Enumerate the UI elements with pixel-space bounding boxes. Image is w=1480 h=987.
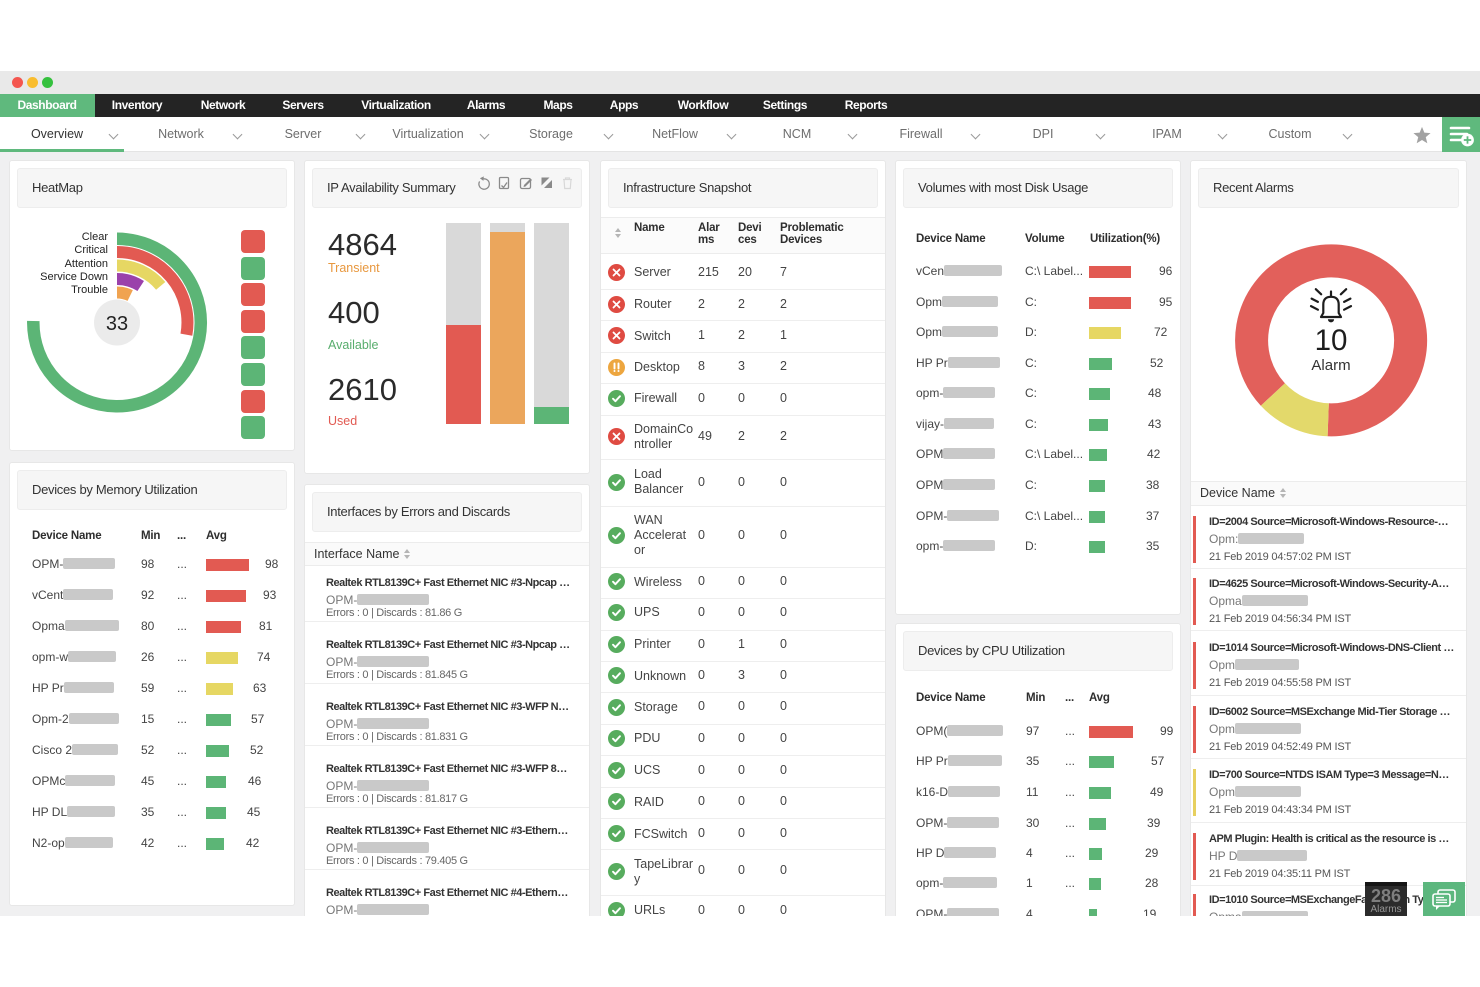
svg-text:10: 10 <box>1315 324 1348 357</box>
svg-text:33: 33 <box>106 313 128 335</box>
svg-text:Alarm: Alarm <box>1311 357 1350 374</box>
